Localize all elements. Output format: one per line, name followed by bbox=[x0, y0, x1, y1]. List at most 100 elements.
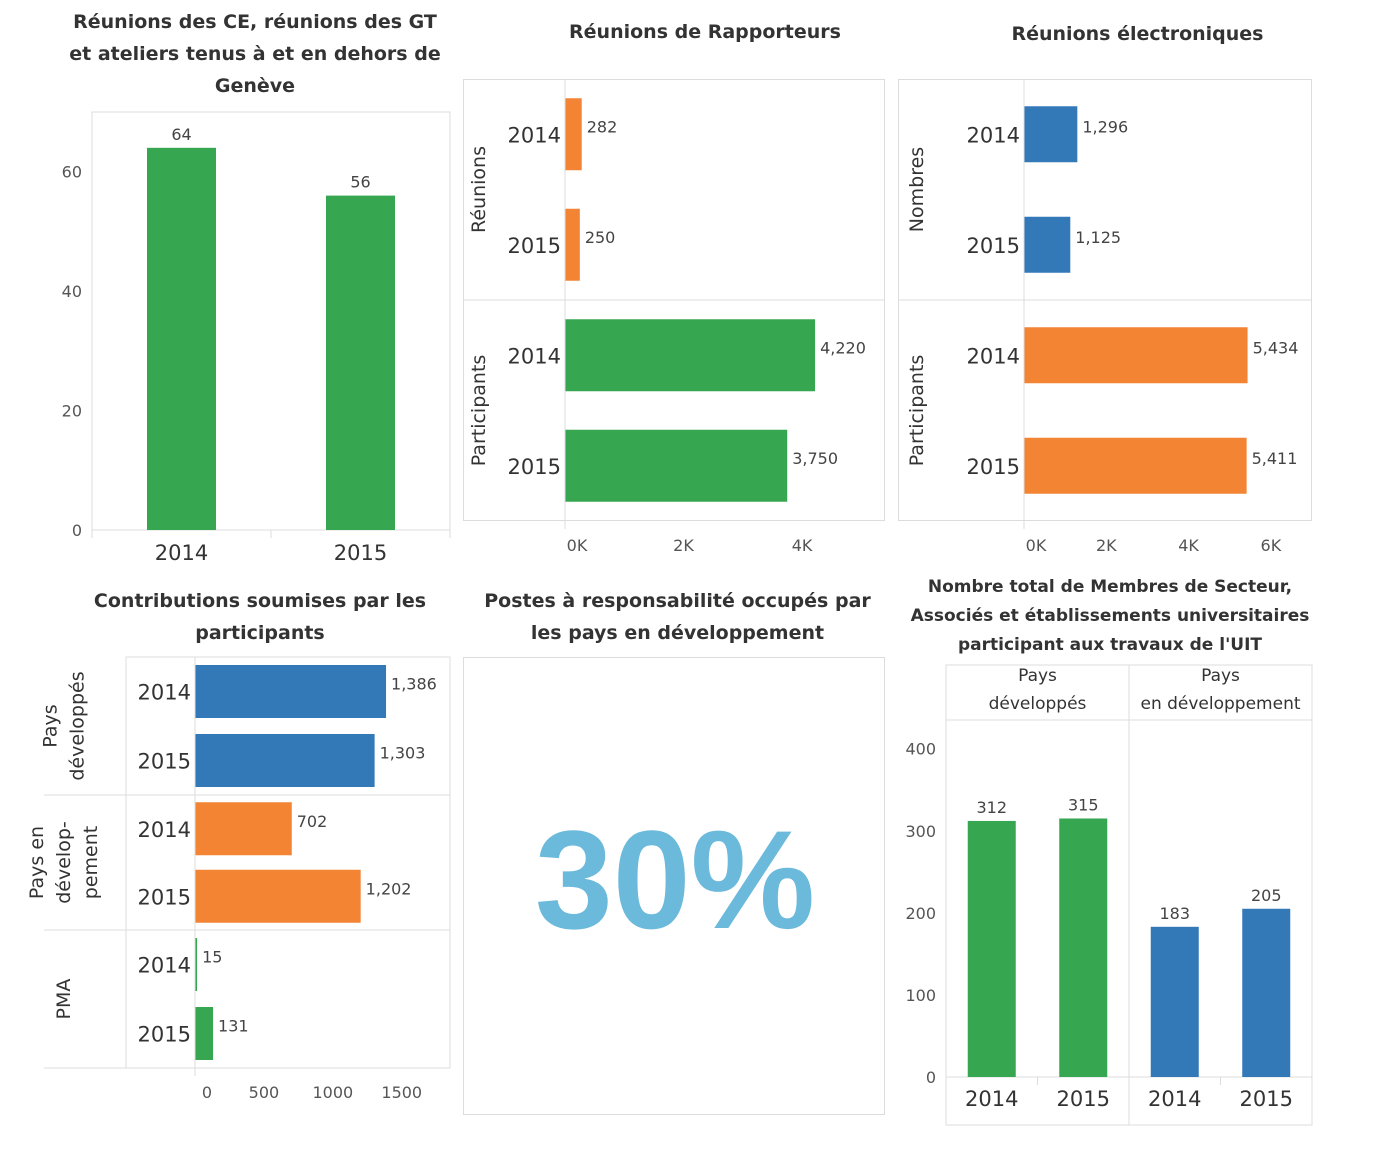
chart6-bar bbox=[967, 820, 1016, 1077]
chart3-title-text: Réunions électroniques bbox=[1011, 23, 1264, 45]
chart4-value-label: 1,386 bbox=[391, 675, 437, 694]
chart3-value-label: 1,125 bbox=[1075, 228, 1121, 247]
chart1-plot-border bbox=[91, 111, 451, 531]
chart4-value-label: 15 bbox=[202, 948, 222, 967]
chart2-title-text: Réunions de Rapporteurs bbox=[569, 21, 841, 43]
chart3-value-label: 5,434 bbox=[1253, 338, 1299, 357]
chart4-value-label: 702 bbox=[297, 812, 328, 831]
chart4-group-label: PMA bbox=[53, 979, 75, 1020]
chart4-group-label: pement bbox=[80, 826, 102, 899]
chart4-category-label: 2015 bbox=[138, 885, 191, 909]
chart6-category-label: 2015 bbox=[1057, 1087, 1110, 1111]
chart2-bar bbox=[565, 208, 580, 281]
chart4-category-label: 2014 bbox=[138, 681, 191, 705]
chart6-bar bbox=[1150, 926, 1199, 1077]
chart4-bar bbox=[195, 665, 387, 718]
chart1-title-text: Réunions des CE, réunions des GT et atel… bbox=[69, 11, 441, 97]
chart3-xtick-label: 4K bbox=[1178, 536, 1199, 555]
chart5-title-text: Postes à responsabilité occupés par les … bbox=[484, 590, 871, 644]
chart1-bar bbox=[147, 147, 216, 531]
chart2-value-label: 3,750 bbox=[792, 449, 838, 468]
chart2-group-label: Participants bbox=[468, 355, 490, 467]
chart1-ytick-label: 20 bbox=[62, 402, 82, 421]
chart4-category-label: 2015 bbox=[138, 1023, 191, 1047]
chart2-xtick-label: 0K bbox=[567, 536, 588, 555]
chart4-title: Contributions soumises par les participa… bbox=[75, 585, 445, 649]
chart4-value-label: 1,303 bbox=[380, 744, 426, 763]
chart4-group-label: dévelop- bbox=[53, 821, 75, 904]
chart1-value-label: 56 bbox=[350, 173, 370, 192]
chart6-value-label: 312 bbox=[976, 798, 1007, 817]
chart4-group-label: développés bbox=[67, 671, 89, 780]
chart2-bar bbox=[565, 429, 788, 502]
chart1-bar bbox=[326, 195, 395, 530]
chart2-title: Réunions de Rapporteurs bbox=[465, 16, 945, 48]
chart4-bar bbox=[195, 869, 361, 923]
chart2-xtick-label: 4K bbox=[792, 536, 813, 555]
chart2-value-label: 4,220 bbox=[820, 338, 866, 357]
chart2-bar bbox=[565, 319, 816, 392]
chart4-group-label: Pays en bbox=[26, 826, 48, 899]
chart2-bar bbox=[565, 98, 582, 171]
chart1-ytick-label: 40 bbox=[62, 282, 82, 301]
chart2-category-label: 2015 bbox=[508, 455, 561, 479]
kpi-percentage: 30% bbox=[534, 801, 816, 958]
chart4-bar bbox=[195, 802, 292, 856]
chart4-xtick-label: 1500 bbox=[381, 1083, 422, 1102]
chart3-xtick-label: 2K bbox=[1096, 536, 1117, 555]
chart6-bar bbox=[1242, 908, 1291, 1077]
chart2-xtick-label: 2K bbox=[673, 536, 694, 555]
chart3-value-label: 5,411 bbox=[1252, 449, 1298, 468]
chart1-category-label: 2014 bbox=[155, 541, 208, 565]
chart2-svg: Réunions 282 2014 250 2015 Participants 4,220 2… bbox=[463, 79, 885, 555]
chart2-category-label: 2014 bbox=[508, 123, 561, 147]
chart4-value-label: 131 bbox=[218, 1017, 249, 1036]
chart4-svg: Pays développés 1,386 2014 1,303 2015 Pays en d… bbox=[26, 656, 451, 1102]
chart6-ytick-label: 0 bbox=[926, 1068, 936, 1087]
chart6-value-label: 315 bbox=[1068, 795, 1099, 814]
chart3-svg: Nombres 1,296 2014 1,125 2015 Participants 5,4… bbox=[898, 79, 1312, 555]
chart1-value-label: 64 bbox=[171, 125, 191, 144]
chart5-title: Postes à responsabilité occupés par les … bbox=[470, 585, 885, 649]
chart4-plot-border bbox=[125, 656, 451, 1069]
chart4-value-label: 1,202 bbox=[366, 879, 412, 898]
chart4-xtick-label: 500 bbox=[249, 1083, 280, 1102]
chart6-category-label: 2015 bbox=[1240, 1087, 1293, 1111]
chart1-svg: 0 20 40 60 64 2014 56 2015 bbox=[62, 111, 451, 565]
chart4-xtick-label: 0 bbox=[202, 1083, 212, 1102]
chart5-frame bbox=[463, 657, 885, 1115]
chart4-group-label: Pays bbox=[40, 704, 62, 747]
chart6-ytick-label: 100 bbox=[905, 986, 936, 1005]
chart6-ytick-label: 400 bbox=[905, 740, 936, 759]
chart3-bar bbox=[1024, 216, 1071, 273]
chart6-bar bbox=[1059, 818, 1108, 1077]
chart2-value-label: 282 bbox=[587, 117, 618, 136]
chart3-value-label: 1,296 bbox=[1082, 117, 1128, 136]
chart4-title-text: Contributions soumises par les participa… bbox=[93, 590, 427, 644]
chart6-svg: 0 100 200 300 400 Pays développés 312 2014 315 201… bbox=[905, 664, 1313, 1126]
chart3-category-label: 2014 bbox=[967, 344, 1020, 368]
chart3-group-label: Nombres bbox=[906, 147, 928, 232]
chart4-category-label: 2014 bbox=[138, 954, 191, 978]
chart6-panel-label: développés bbox=[989, 694, 1087, 714]
chart3-category-label: 2015 bbox=[967, 234, 1020, 258]
chart6-title-text: Nombre total de Membres de Secteur, Asso… bbox=[910, 577, 1310, 655]
chart3-bar bbox=[1024, 106, 1078, 163]
chart3-xtick-label: 6K bbox=[1261, 536, 1282, 555]
chart6-panel-label: Pays bbox=[1018, 666, 1057, 686]
chart6-panel-label: Pays bbox=[1201, 666, 1240, 686]
chart1-title: Réunions des CE, réunions des GT et atel… bbox=[60, 6, 450, 102]
chart6-category-label: 2014 bbox=[1148, 1087, 1201, 1111]
chart4-bar bbox=[195, 938, 198, 991]
chart3-category-label: 2015 bbox=[967, 455, 1020, 479]
chart4-category-label: 2014 bbox=[138, 818, 191, 842]
chart2-category-label: 2015 bbox=[508, 234, 561, 258]
chart2-group-label: Réunions bbox=[468, 146, 490, 233]
chart6-panel-label: en développement bbox=[1140, 694, 1300, 714]
chart3-bar bbox=[1024, 437, 1247, 494]
chart6-value-label: 183 bbox=[1159, 904, 1190, 923]
chart1-ytick-label: 0 bbox=[72, 521, 82, 540]
chart6-title: Nombre total de Membres de Secteur, Asso… bbox=[910, 573, 1310, 660]
chart1-category-label: 2015 bbox=[334, 541, 387, 565]
chart2-value-label: 250 bbox=[585, 228, 616, 247]
